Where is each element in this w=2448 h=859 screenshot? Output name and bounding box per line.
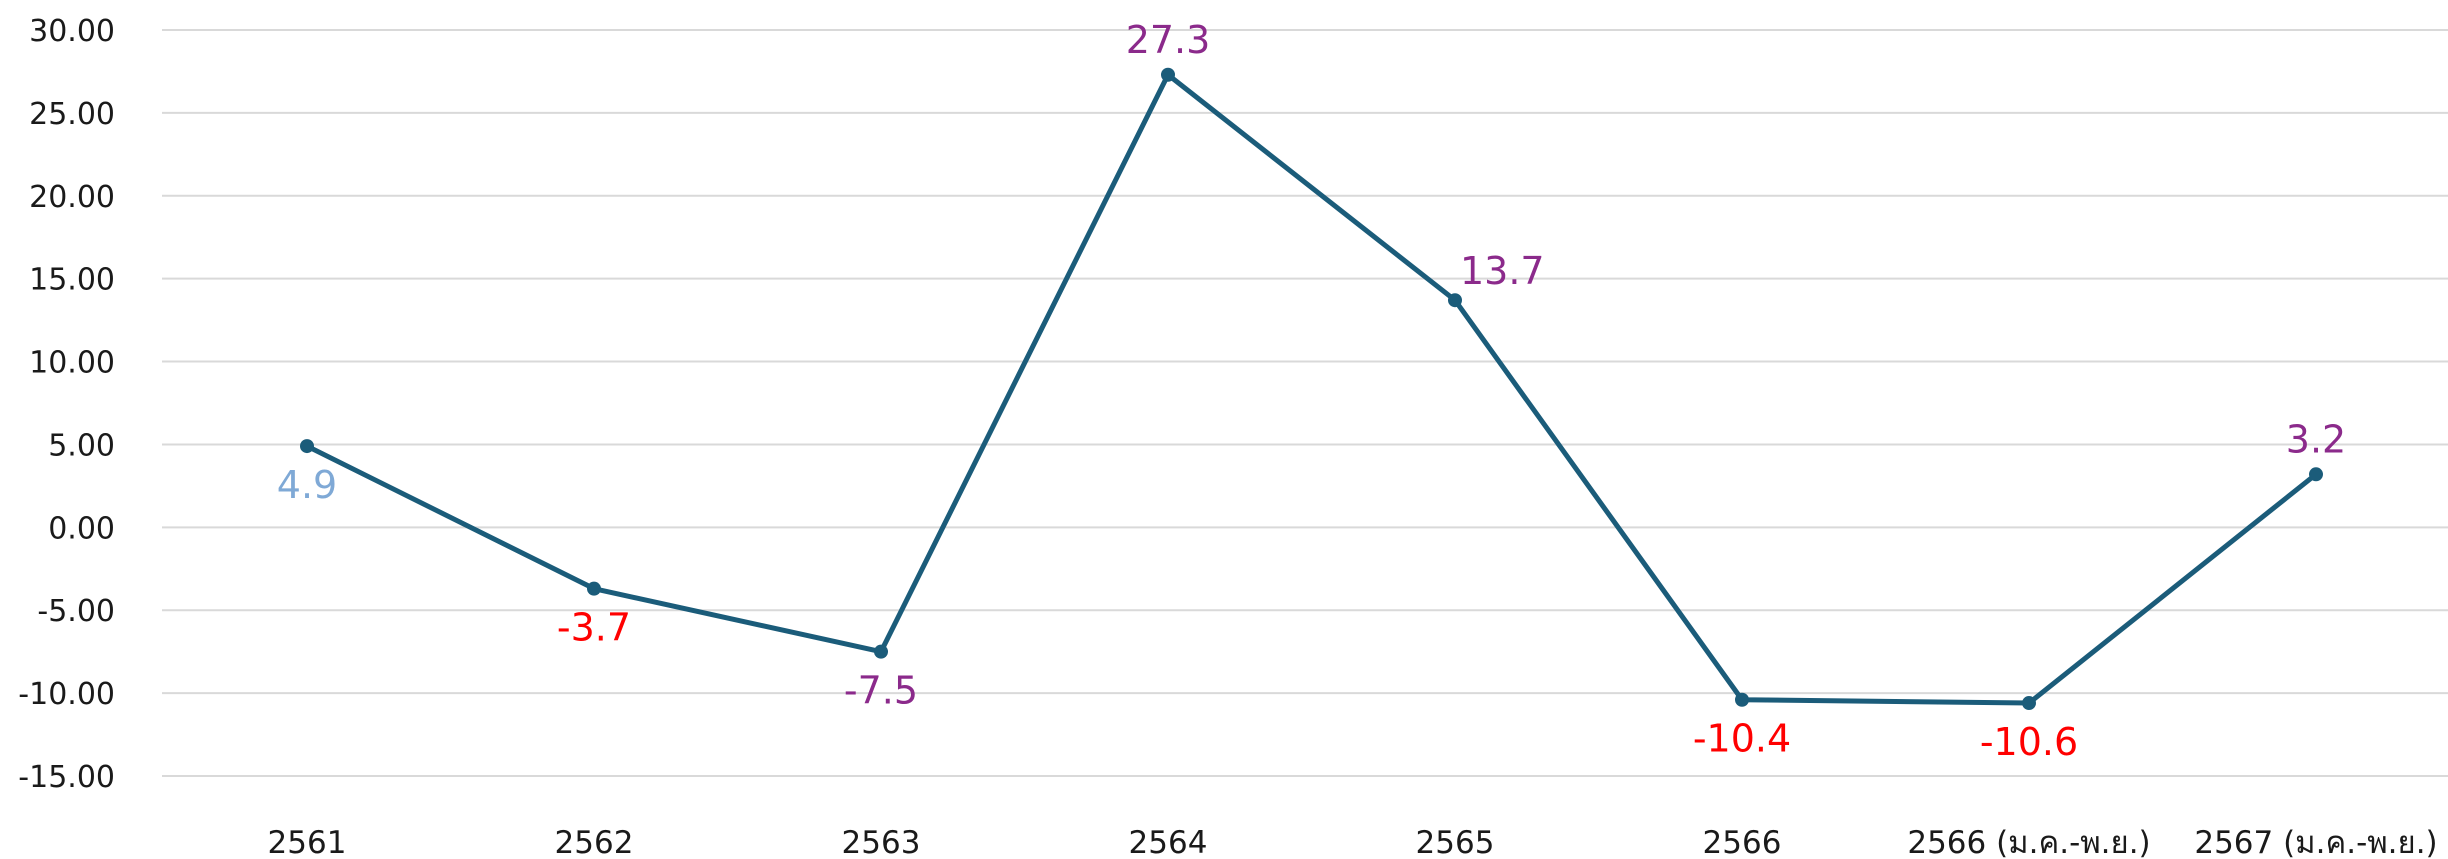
y-tick-label: 5.00 <box>48 428 115 463</box>
data-label: 13.7 <box>1460 249 1545 293</box>
data-label: -10.6 <box>1980 720 2078 764</box>
x-axis-ticks: 2561 2562 2563 2564 2565 2566 2566 (ม.ค.-พ.ย.)… <box>268 825 2438 859</box>
data-point <box>1448 293 1462 308</box>
data-point <box>874 644 888 659</box>
y-tick-label: 10.00 <box>29 346 115 381</box>
y-tick-label: -15.00 <box>18 760 115 795</box>
data-label: -3.7 <box>557 606 631 650</box>
x-tick-label: 2564 <box>1129 825 1208 859</box>
y-axis-ticks: 30.00 25.00 20.00 15.00 10.00 5.00 0.00 -5.00 -1… <box>18 14 115 795</box>
data-label: 27.3 <box>1126 18 1211 62</box>
series-group <box>300 67 2323 711</box>
y-tick-label: 20.00 <box>29 180 115 215</box>
y-tick-label: 25.00 <box>29 97 115 132</box>
x-tick-label: 2562 <box>555 825 634 859</box>
y-tick-label: 30.00 <box>29 14 115 49</box>
data-point <box>1161 67 1175 82</box>
gridlines <box>162 29 2448 777</box>
data-point <box>2309 467 2323 482</box>
data-point <box>587 581 601 596</box>
data-point <box>300 439 314 454</box>
x-tick-label: 2563 <box>842 825 921 859</box>
data-label: 4.9 <box>277 463 337 507</box>
x-tick-label: 2566 (ม.ค.-พ.ย.) <box>1907 825 2150 859</box>
series-line <box>304 72 2319 706</box>
x-tick-label: 2567 (ม.ค.-พ.ย.) <box>2194 825 2437 859</box>
data-label: -7.5 <box>844 669 918 713</box>
data-point <box>2022 696 2036 711</box>
data-point <box>1735 692 1749 707</box>
y-tick-label: -10.00 <box>18 677 115 712</box>
y-tick-label: -5.00 <box>37 594 115 629</box>
data-label: 3.2 <box>2286 417 2346 461</box>
data-labels: 4.9 -3.7 -7.5 27.3 13.7 -10.4 -10.6 3.2 <box>277 18 2346 764</box>
x-tick-label: 2566 <box>1703 825 1782 859</box>
y-tick-label: 0.00 <box>48 511 115 546</box>
x-tick-label: 2565 <box>1416 825 1495 859</box>
y-tick-label: 15.00 <box>29 263 115 298</box>
data-label: -10.4 <box>1693 717 1791 761</box>
x-tick-label: 2561 <box>268 825 347 859</box>
